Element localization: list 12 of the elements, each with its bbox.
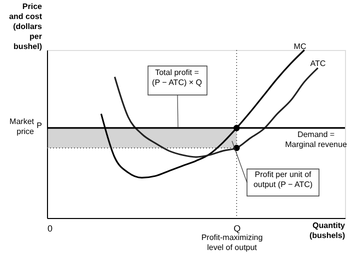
- x-tick-label: Q: [234, 224, 241, 234]
- series-label: ATC: [310, 59, 326, 68]
- text: P: [36, 121, 42, 130]
- series-label: MC: [294, 42, 306, 51]
- x-tick-label: 0: [48, 224, 53, 234]
- annotation: Total profit = (P − ATC) × Q: [152, 68, 202, 87]
- x-axis-title: Quantity (bushels): [309, 221, 346, 240]
- text: Profit-maximizing level of output: [201, 233, 263, 252]
- y-axis-title: Price and cost (dollars per bushel): [9, 2, 43, 51]
- series-label: Demand = Marginal revenue: [285, 130, 348, 149]
- text: Market price: [10, 117, 35, 136]
- annotation: Profit per unit of output (P − ATC): [253, 170, 313, 189]
